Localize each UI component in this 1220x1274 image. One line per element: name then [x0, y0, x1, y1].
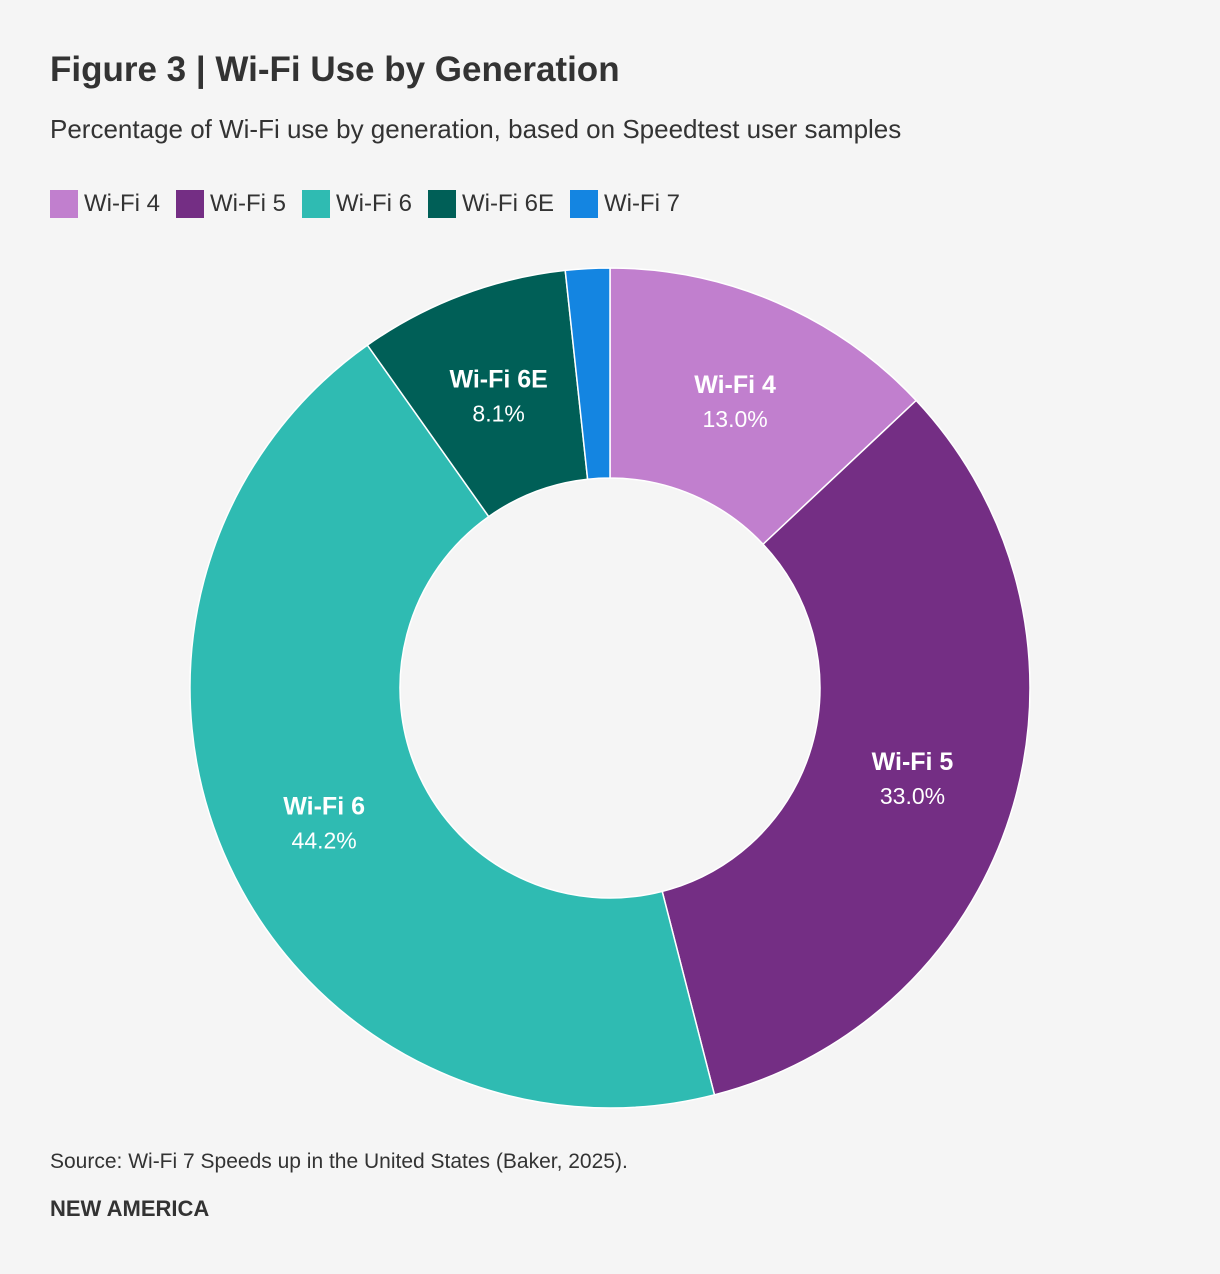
slice-label: Wi-Fi 6E: [449, 365, 547, 393]
slice-value-label: 44.2%: [292, 827, 357, 853]
brand-logo-text: NEW AMERICA: [50, 1196, 210, 1221]
chart-subtitle: Percentage of Wi-Fi use by generation, b…: [50, 114, 902, 144]
legend-item: Wi-Fi 4: [50, 190, 160, 218]
legend-swatch: [50, 190, 78, 218]
legend-item: Wi-Fi 7: [569, 190, 680, 218]
legend-label: Wi-Fi 4: [84, 190, 160, 217]
legend-swatch: [301, 190, 330, 218]
chart-title: Figure 3 | Wi-Fi Use by Generation: [50, 50, 620, 89]
legend-swatch: [427, 190, 456, 218]
legend-label: Wi-Fi 6: [335, 190, 412, 217]
donut-slice: [189, 344, 716, 1109]
donut-slice: [661, 399, 1031, 1096]
legend-item: Wi-Fi 6E: [427, 190, 554, 218]
legend-label: Wi-Fi 7: [603, 190, 680, 217]
legend-item: Wi-Fi 6: [301, 190, 412, 218]
legend-label: Wi-Fi 5: [209, 190, 286, 217]
legend-item: Wi-Fi 5: [175, 190, 286, 218]
donut-slice: [609, 267, 918, 546]
slice-label: Wi-Fi 5: [872, 748, 954, 776]
slice-label: Wi-Fi 4: [694, 371, 776, 399]
chart-legend: Wi-Fi 4 Wi-Fi 5 Wi-Fi 6 Wi-Fi 6E Wi-Fi 7: [50, 190, 680, 218]
legend-swatch: [175, 190, 204, 218]
donut-slice: [564, 267, 611, 481]
slice-value-label: 13.0%: [702, 406, 767, 432]
slice-label: Wi-Fi 6: [283, 792, 365, 820]
source-note: Source: Wi-Fi 7 Speeds up in the United …: [50, 1150, 628, 1173]
legend-swatch: [569, 190, 598, 218]
legend-label: Wi-Fi 6E: [461, 190, 554, 217]
slice-value-label: 8.1%: [472, 400, 524, 426]
slice-value-label: 33.0%: [880, 783, 945, 809]
